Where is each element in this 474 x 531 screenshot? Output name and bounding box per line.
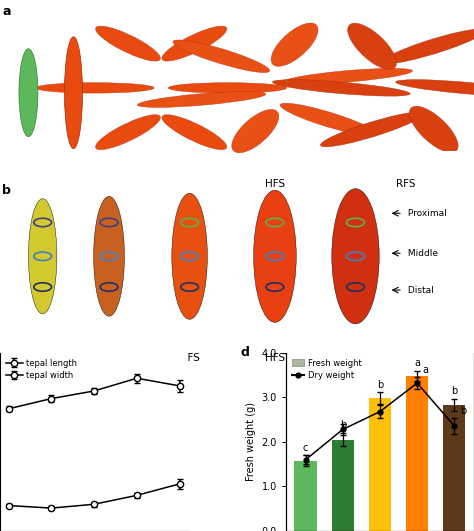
FancyBboxPatch shape <box>0 0 90 35</box>
Ellipse shape <box>320 112 424 147</box>
Text: c: c <box>303 442 308 452</box>
Text: b: b <box>340 421 346 430</box>
Ellipse shape <box>273 80 410 96</box>
Text: Middle: Middle <box>405 249 438 258</box>
Text: CBS: CBS <box>18 179 39 189</box>
Bar <box>443 405 465 531</box>
Text: b: b <box>451 387 457 397</box>
Text: d: d <box>241 346 250 358</box>
Text: MBS: MBS <box>98 353 120 363</box>
Ellipse shape <box>271 23 318 66</box>
Ellipse shape <box>95 115 161 150</box>
Text: Proximal: Proximal <box>405 209 447 218</box>
Ellipse shape <box>173 40 270 73</box>
Ellipse shape <box>232 109 279 153</box>
Y-axis label: Fresh weight (g): Fresh weight (g) <box>246 402 256 482</box>
Legend: Fresh weight, Dry weight: Fresh weight, Dry weight <box>290 357 363 382</box>
Ellipse shape <box>284 68 412 84</box>
Text: b: b <box>2 184 11 197</box>
Bar <box>406 376 428 531</box>
Text: HFS: HFS <box>265 353 285 363</box>
Text: CBS: CBS <box>32 353 53 363</box>
Text: b: b <box>377 380 383 390</box>
Ellipse shape <box>280 103 377 136</box>
Text: a: a <box>423 365 428 375</box>
Ellipse shape <box>162 115 227 150</box>
Ellipse shape <box>168 83 287 93</box>
Ellipse shape <box>64 37 82 149</box>
FancyBboxPatch shape <box>0 0 142 19</box>
Text: UFS: UFS <box>149 179 169 189</box>
Ellipse shape <box>95 26 161 61</box>
Text: UFS: UFS <box>180 353 200 363</box>
Text: RFS: RFS <box>395 179 415 189</box>
Ellipse shape <box>28 199 57 314</box>
Legend: tepal length, tepal width: tepal length, tepal width <box>4 357 79 382</box>
FancyBboxPatch shape <box>0 179 180 195</box>
Text: HFS: HFS <box>265 179 285 189</box>
Ellipse shape <box>410 106 458 152</box>
Text: Distal: Distal <box>405 286 434 295</box>
Text: b: b <box>460 406 466 416</box>
Ellipse shape <box>382 29 474 64</box>
Ellipse shape <box>162 26 227 61</box>
FancyBboxPatch shape <box>0 0 218 8</box>
Ellipse shape <box>19 49 38 136</box>
Bar <box>294 460 317 531</box>
FancyBboxPatch shape <box>0 179 104 210</box>
Ellipse shape <box>348 23 396 70</box>
Bar <box>332 440 354 531</box>
Ellipse shape <box>172 193 208 319</box>
Ellipse shape <box>396 80 474 96</box>
Ellipse shape <box>332 189 379 324</box>
Text: a: a <box>414 358 420 368</box>
Ellipse shape <box>137 91 266 107</box>
Ellipse shape <box>94 196 124 316</box>
Text: MBS: MBS <box>62 179 85 189</box>
Ellipse shape <box>36 83 154 93</box>
Text: a: a <box>2 5 11 18</box>
Bar <box>369 398 391 531</box>
Ellipse shape <box>254 190 296 322</box>
Text: RFS: RFS <box>346 353 365 363</box>
